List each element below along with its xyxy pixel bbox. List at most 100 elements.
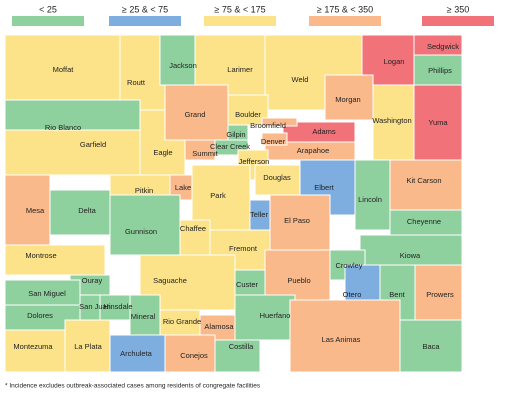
county — [4, 129, 141, 176]
county — [4, 244, 106, 276]
county-label: Teller — [250, 210, 268, 219]
county — [261, 132, 288, 146]
county-label: Montrose — [25, 251, 56, 260]
county — [227, 94, 269, 126]
county-label: Crowley — [335, 261, 362, 270]
county-label: Prowers — [426, 290, 454, 299]
legend-swatch — [204, 16, 276, 26]
county-label: Sedgwick — [427, 42, 459, 51]
county-label: Clear Creek — [210, 142, 250, 151]
county — [4, 279, 81, 306]
legend-label: ≥ 25 & < 75 — [122, 4, 168, 14]
county — [261, 117, 298, 127]
county-label: Huerfano — [260, 311, 291, 320]
county-label: Larimer — [227, 65, 253, 74]
county-label: Douglas — [263, 173, 291, 182]
county — [414, 264, 463, 321]
legend-swatch — [422, 16, 494, 26]
county — [159, 309, 201, 336]
county-label: Summit — [192, 149, 218, 158]
county-label: Delta — [78, 206, 96, 215]
county-label: Yuma — [428, 118, 448, 127]
county-label: Montezuma — [13, 342, 53, 351]
county-label: Boulder — [235, 110, 261, 119]
county — [184, 139, 216, 161]
county — [389, 159, 463, 211]
county — [164, 84, 229, 141]
county — [389, 209, 463, 236]
legend-label: ≥ 75 & < 175 — [214, 4, 265, 14]
county — [359, 234, 463, 266]
legend-label: ≥ 175 & < 350 — [317, 4, 373, 14]
county-label: Jefferson — [239, 157, 270, 166]
county-labels: Moffat Routt Jackson Larimer Weld Logan Sedgwi… — [13, 42, 459, 360]
county-label: Eagle — [153, 148, 172, 157]
county — [49, 189, 111, 236]
county-label: Logan — [384, 57, 405, 66]
county — [119, 34, 166, 111]
county — [214, 339, 261, 373]
county — [4, 174, 51, 246]
county-label: Alamosa — [204, 322, 234, 331]
county-label: Kiowa — [400, 251, 421, 260]
county-label: Arapahoe — [297, 146, 330, 155]
county-label: Moffat — [53, 65, 75, 74]
county — [4, 329, 66, 373]
county-label: Hinsdale — [103, 302, 132, 311]
county-label: Kit Carson — [406, 176, 441, 185]
county-label: Routt — [127, 78, 146, 87]
county-label: Gilpin — [226, 130, 245, 139]
county-label: Conejos — [180, 351, 208, 360]
county-label: Cheyenne — [407, 217, 441, 226]
county — [269, 194, 331, 251]
county-label: Rio Grande — [163, 317, 201, 326]
county-label: Jackson — [169, 61, 197, 70]
county-label: San Miguel — [28, 289, 66, 298]
county — [164, 334, 216, 373]
legend-label: ≥ 350 — [447, 4, 469, 14]
county-label: Washington — [372, 116, 411, 125]
county-label: Denver — [261, 137, 286, 146]
county — [234, 294, 296, 341]
county-label: Pueblo — [287, 276, 310, 285]
county-label: Elbert — [314, 183, 335, 192]
county-label: Morgan — [335, 95, 360, 104]
county — [129, 294, 161, 336]
county-label: Mineral — [131, 312, 156, 321]
county-label: Otero — [343, 290, 362, 299]
legend-label: < 25 — [39, 4, 57, 14]
county-label: Pitkin — [135, 186, 153, 195]
county — [413, 54, 463, 86]
county — [289, 299, 401, 373]
legend-swatch — [109, 16, 181, 26]
county-label: Garfield — [80, 140, 106, 149]
county-label: Baca — [422, 342, 440, 351]
county-shapes — [4, 34, 463, 373]
county-label: San Juan — [79, 302, 111, 311]
county-label: La Plata — [74, 342, 102, 351]
county — [4, 34, 126, 101]
county-label: Saguache — [153, 276, 187, 285]
county — [372, 84, 415, 161]
county-label: Adams — [312, 127, 336, 136]
footnote: * Incidence excludes outbreak-associated… — [5, 383, 261, 390]
county-label: Mesa — [26, 206, 45, 215]
county — [4, 99, 141, 131]
county — [109, 334, 166, 373]
county-label: Dolores — [27, 311, 53, 320]
legend-swatch — [12, 16, 84, 26]
county-label: Archuleta — [120, 349, 153, 358]
legend-swatch — [309, 16, 381, 26]
county-label: Costilla — [229, 342, 254, 351]
county-label: Gunnison — [125, 227, 157, 236]
county-label: Lincoln — [358, 195, 382, 204]
county-label: Phillips — [428, 66, 452, 75]
county — [109, 194, 181, 256]
county-label: Ouray — [82, 276, 103, 285]
legend: < 25 ≥ 25 & < 75 ≥ 75 & < 175 ≥ 175 & < 350… — [12, 4, 494, 26]
county-label: Bent — [389, 290, 405, 299]
county-label: Broomfield — [250, 121, 286, 130]
county — [64, 319, 111, 373]
county-label: Las Animas — [322, 335, 361, 344]
